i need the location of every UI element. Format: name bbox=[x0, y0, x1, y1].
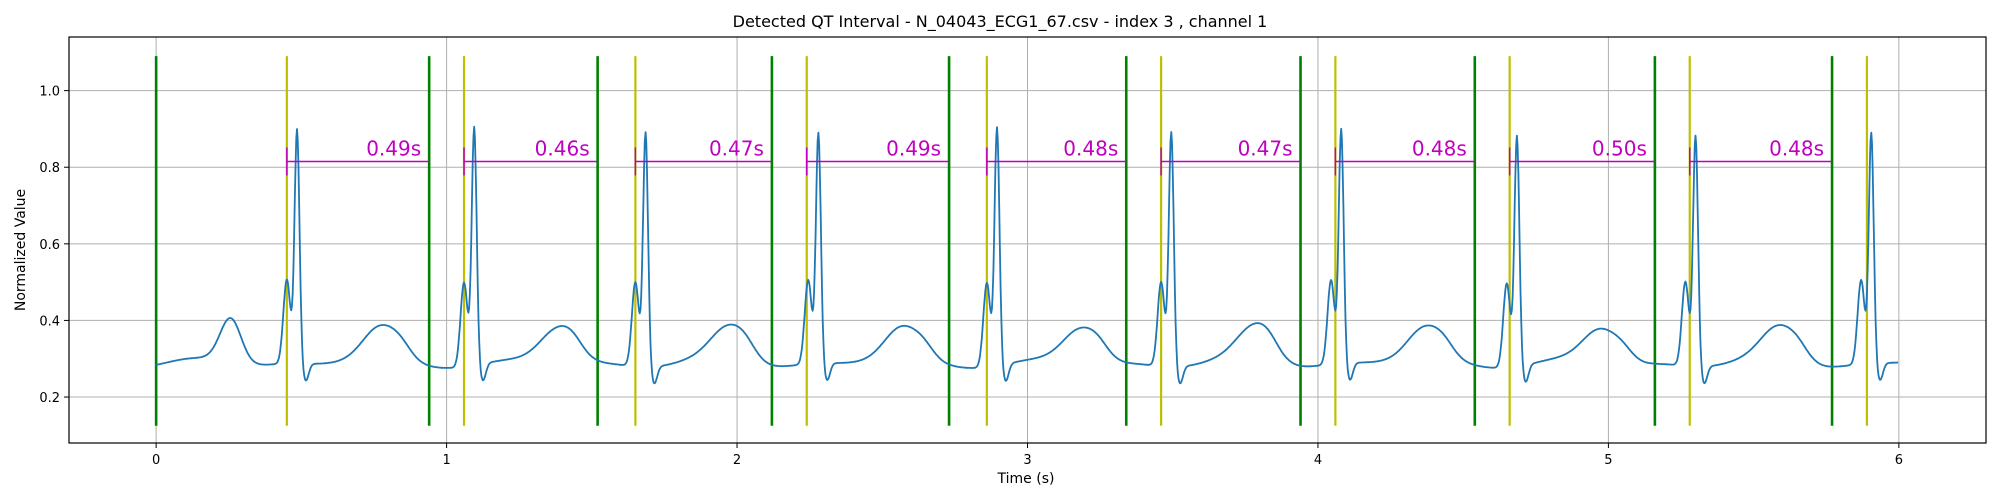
qt-interval-label: 0.48s bbox=[1063, 136, 1118, 160]
y-tick-label: 0.6 bbox=[39, 238, 60, 253]
qt-interval-label: 0.47s bbox=[1238, 136, 1293, 160]
axes: 0 1 2 3 4 5 6 0.2 0.4 0.6 0.8 1.0 bbox=[39, 36, 1987, 468]
x-tick-label: 4 bbox=[1314, 453, 1322, 468]
plot-frame bbox=[68, 36, 1987, 444]
ecg-trace bbox=[155, 125, 1899, 385]
grid bbox=[69, 37, 1986, 443]
y-tick-label: 0.4 bbox=[39, 314, 60, 329]
qt-interval-label: 0.47s bbox=[709, 136, 764, 160]
qt-interval-label: 0.49s bbox=[886, 136, 941, 160]
chart-title: Detected QT Interval - N_04043_ECG1_67.c… bbox=[733, 12, 1268, 32]
qt-interval-label: 0.46s bbox=[535, 136, 590, 160]
qt-interval-label: 0.49s bbox=[366, 136, 421, 160]
x-tick-label: 5 bbox=[1604, 453, 1612, 468]
interval-markers bbox=[154, 56, 1869, 426]
x-tick-label: 3 bbox=[1023, 453, 1031, 468]
x-tick-label: 2 bbox=[733, 453, 741, 468]
y-tick-label: 0.2 bbox=[39, 391, 60, 406]
qt-interval-label: 0.50s bbox=[1592, 136, 1647, 160]
y-tick-label: 1.0 bbox=[39, 85, 60, 100]
ecg-signal bbox=[155, 125, 1899, 385]
x-tick-label: 6 bbox=[1895, 453, 1903, 468]
qt-annotations: 0.49s 0.46s 0.47s 0.49s 0.48s 0.47s 0.48s 0.50s… bbox=[286, 136, 1833, 176]
x-axis-label: Time (s) bbox=[997, 471, 1055, 487]
x-tick-label: 1 bbox=[442, 453, 450, 468]
y-tick-label: 0.8 bbox=[39, 161, 60, 176]
y-axis-label: Normalized Value bbox=[13, 189, 29, 311]
qt-interval-label: 0.48s bbox=[1412, 136, 1467, 160]
qt-interval-label: 0.48s bbox=[1769, 136, 1824, 160]
x-tick-label: 0 bbox=[152, 453, 160, 468]
